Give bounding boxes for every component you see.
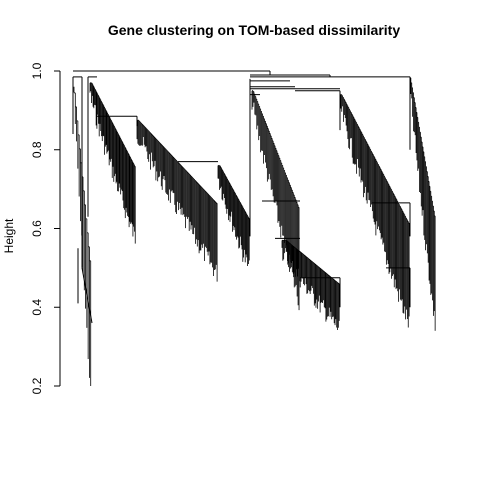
cluster-a-leaves <box>73 86 92 386</box>
cluster-c-leaves <box>136 119 218 282</box>
cluster-d-leaves <box>217 165 250 267</box>
y-tick-label: 1.0 <box>30 62 44 79</box>
y-tick-label: 0.2 <box>30 377 44 394</box>
dendrogram-tree <box>72 70 436 386</box>
cluster-f2-leaves <box>409 76 436 331</box>
cluster-b-leaves <box>89 82 136 244</box>
y-tick-label: 0.8 <box>30 141 44 158</box>
y-axis-label: Height <box>2 218 16 253</box>
cluster-f1-leaves <box>339 94 410 328</box>
cluster-e1-leaves <box>251 90 300 311</box>
chart-title: Gene clustering on TOM-based dissimilari… <box>108 22 400 38</box>
y-tick-label: 0.4 <box>30 299 44 316</box>
y-axis: 0.2 0.4 0.6 0.8 1.0 <box>30 62 61 394</box>
y-tick-label: 0.6 <box>30 220 44 237</box>
dendrogram-branch <box>81 267 93 324</box>
cluster-e2-leaves <box>281 239 340 331</box>
